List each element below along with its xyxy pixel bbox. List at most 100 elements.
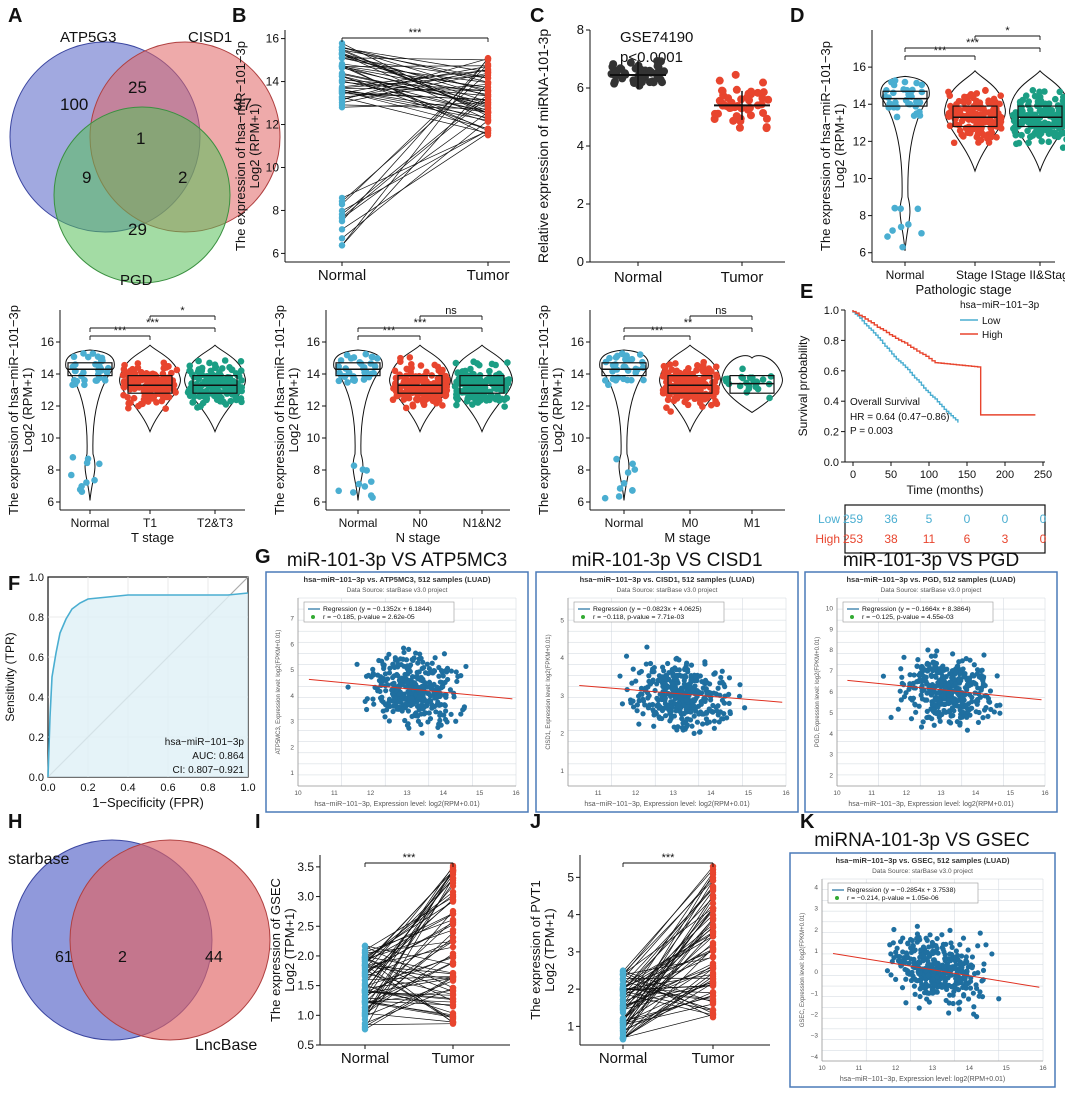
point-normal [619,1019,627,1026]
pair-line [364,919,454,953]
y-axis-label: Log2 (RPM+1) [550,368,565,453]
y-axis-label: Log2 (RPM+1) [247,104,262,189]
point-tumor [449,973,457,980]
sig-label: ** [684,317,693,329]
data-point [453,401,460,409]
data-point [237,367,245,375]
data-point [431,397,438,405]
data-point [937,718,943,724]
pair-line [364,867,454,976]
data-point [700,358,707,366]
km-annotation: Overall Survival [850,397,920,408]
data-point [1024,101,1032,109]
data-point [752,381,760,389]
data-point [629,487,636,494]
data-point [634,702,640,708]
data-point [895,958,902,964]
data-point [619,701,626,707]
data-point [391,380,399,388]
data-point [81,376,88,384]
y-tick-label: 0.6 [29,652,44,664]
data-point [376,677,383,684]
pair-line [364,980,454,1017]
data-point [891,955,897,961]
data-point [660,362,668,370]
data-point [973,982,979,988]
x-tick-label: 0.4 [120,782,135,794]
data-point [1037,129,1045,137]
data-point [602,358,610,366]
data-point [888,972,894,978]
data-point [964,968,970,975]
data-point [447,687,453,693]
pair-line [364,940,454,954]
pair-line [341,102,489,108]
data-point [959,700,965,706]
legend-regression: Regression (y = −0.1664x + 8.3864) [862,606,971,613]
data-point [707,401,715,409]
box [729,375,775,394]
data-point [412,680,418,686]
x-axis-label: hsa−miR−101−3p, Expression level: log2(R… [848,801,1013,808]
data-point [1015,139,1023,147]
risk-cell: 0 [964,512,971,526]
data-point [227,397,235,405]
data-point [646,673,652,679]
violin-shape [333,349,383,501]
x-tick-label: T2&T3 [197,516,233,530]
data-point [976,993,982,999]
data-point [337,357,345,364]
data-point [380,675,386,682]
data-point [715,685,721,691]
pair-line [364,1001,454,1018]
point-normal [338,226,346,233]
point-tumor [484,87,492,94]
data-point [150,394,158,401]
pair-line [622,957,714,976]
data-point [463,663,469,670]
data-point [981,118,989,126]
data-point [335,363,342,370]
data-point [189,398,197,406]
data-point [718,674,724,681]
data-point [956,1006,962,1012]
data-point [684,682,690,688]
data-point [699,363,707,371]
data-point [458,711,464,717]
x-tick-label: Tumor [432,1050,475,1067]
data-point [987,688,994,694]
data-point [717,86,726,95]
data-point [425,690,431,697]
legend-name: hsa−miR−101−3p [165,737,245,748]
data-point [630,77,639,86]
data-point [912,947,918,953]
data-point [961,975,967,981]
data-point [432,655,438,661]
data-point [461,705,467,712]
data-point [379,658,385,664]
risk-table: Low 259 36 5 0 0 0 High 253 38 11 6 3 0 [815,504,1047,554]
legend-title: hsa−miR−101−3p [960,300,1040,311]
data-point [667,718,673,724]
data-point [732,85,741,94]
data-point [681,666,688,673]
data-point [415,660,421,666]
data-point [897,688,903,694]
data-point [448,711,454,717]
data-point [973,97,981,105]
y-tick-label: 8 [829,647,833,654]
data-point [349,376,357,384]
data-point [899,985,906,991]
data-point [647,660,654,667]
risk-cell: 0 [1040,512,1047,526]
starbase-plot-G3: miR-101-3p VS PGD hsa−miR−101−3p vs. PGD,… [804,550,1058,813]
y-axis-label: Log2 (TPM+1) [542,908,557,991]
data-point [988,706,994,713]
point-tumor [449,867,457,874]
data-point [436,673,442,679]
km-annotation: HR = 0.64 (0.47−0.86) [850,412,950,423]
point-normal [619,1035,627,1042]
data-point [646,678,652,685]
data-point [957,714,964,721]
point-tumor [709,979,717,987]
